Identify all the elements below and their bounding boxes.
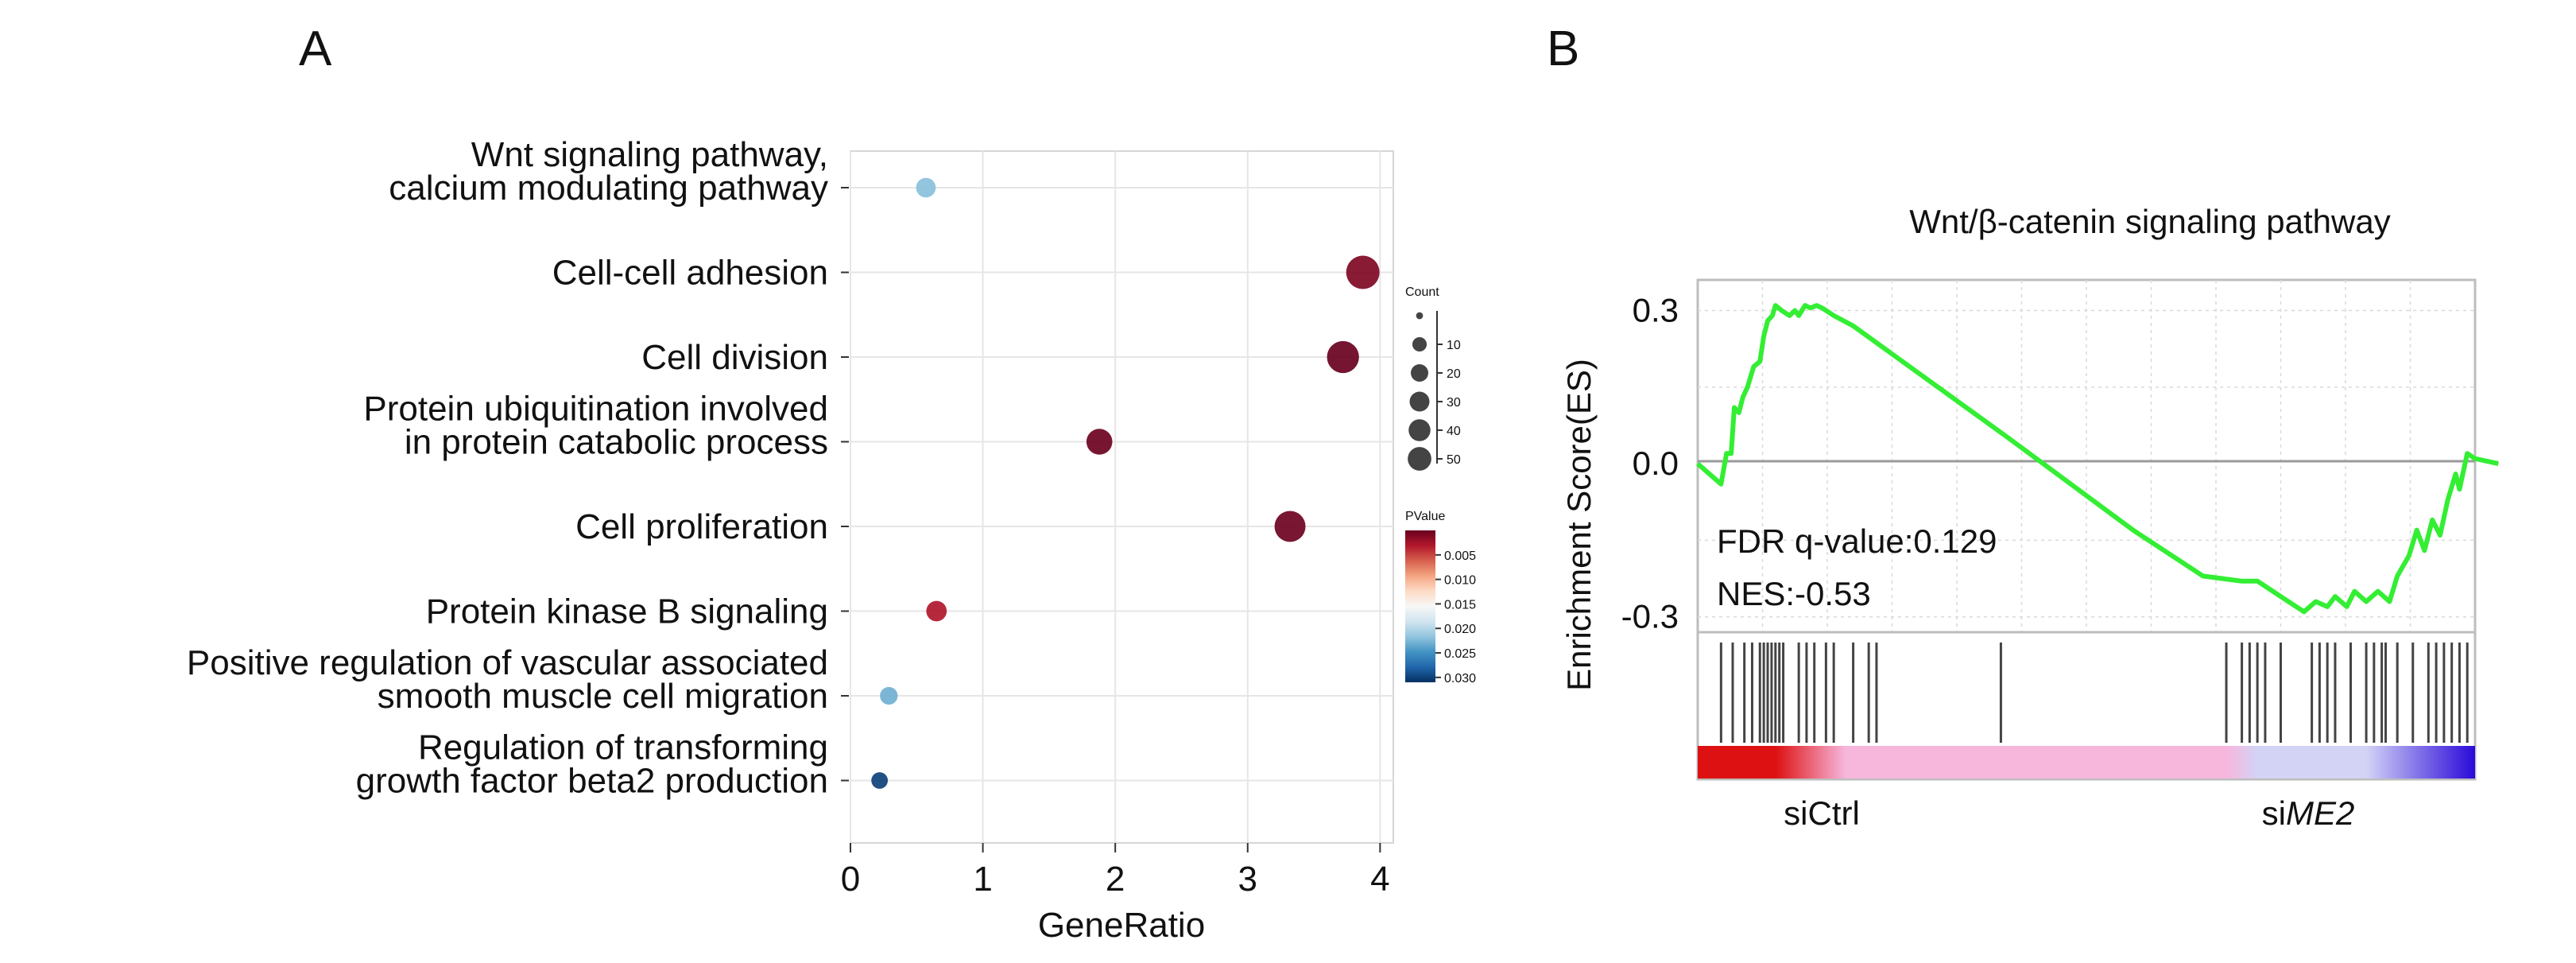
category-label: Cell proliferation (575, 507, 828, 546)
category-label: calcium modulating pathway (389, 169, 828, 208)
go-enrichment-dot-plot: Wnt signaling pathway,calcium modulating… (187, 135, 1476, 945)
category-label: in protein catabolic process (405, 423, 828, 462)
pvalue-legend-label: 0.030 (1444, 672, 1476, 685)
category-label: Cell division (641, 338, 828, 377)
rank-label-prefix: si (2262, 794, 2286, 832)
x-tick-label: 1 (973, 860, 992, 899)
count-legend-label: 10 (1447, 339, 1461, 352)
count-legend-dot (1411, 364, 1428, 382)
panel-a-letter: A (299, 21, 332, 76)
category-label: growth factor beta2 production (356, 762, 828, 801)
running-enrichment-score-line (1696, 303, 2499, 615)
x-tick-label: 0 (841, 860, 860, 899)
x-axis-label: GeneRatio (1038, 906, 1205, 945)
nes-annotation: NES:-0.53 (1717, 575, 1871, 612)
rank-label-gene: ME2 (2286, 794, 2354, 832)
pvalue-legend-label: 0.010 (1444, 574, 1476, 588)
enrichment-dot (926, 600, 947, 622)
gene-hit-barcode (1719, 643, 2469, 743)
fdr-annotation: FDR q-value:0.129 (1717, 522, 1997, 560)
y-axis-label: Enrichment Score(ES) (1560, 359, 1598, 691)
count-legend-dot (1408, 447, 1431, 471)
category-labels: Wnt signaling pathway,calcium modulating… (187, 135, 849, 801)
count-size-legend: Count 10 20 30 40 50 (1405, 285, 1461, 471)
plot-a-frame (850, 150, 1394, 844)
es-plot-gridlines (1698, 280, 2475, 632)
count-legend-label: 40 (1447, 425, 1461, 438)
count-legend-dot (1416, 312, 1424, 320)
enrichment-dot (1327, 340, 1359, 374)
ranked-list-color-bar (1698, 746, 2475, 779)
gsea-title: Wnt/β-catenin signaling pathway (1909, 203, 2390, 240)
x-axis-ticks: 0 1 2 3 4 (841, 843, 1390, 899)
count-legend-dot (1408, 419, 1431, 441)
category-label: Regulation of transforming (418, 728, 828, 767)
enrichment-dot (871, 772, 889, 789)
y-tick-label: 0.0 (1633, 445, 1679, 482)
enrichment-dot (1086, 429, 1113, 455)
x-tick-label: 2 (1106, 860, 1125, 899)
pvalue-legend-label: 0.020 (1444, 623, 1476, 636)
category-label: Protein kinase B signaling (426, 592, 828, 631)
pvalue-legend-label: 0.015 (1444, 598, 1476, 612)
count-legend-dot (1409, 391, 1430, 412)
category-label: smooth muscle cell migration (378, 677, 828, 716)
dot-series (871, 177, 1380, 789)
enrichment-dot (916, 177, 936, 198)
enrichment-dot (1346, 255, 1380, 289)
count-legend-label: 20 (1447, 367, 1461, 381)
pvalue-colorbar (1405, 530, 1435, 682)
count-legend-title: Count (1405, 285, 1439, 299)
enrichment-dot (880, 686, 898, 705)
x-tick-label: 3 (1238, 860, 1257, 899)
count-legend-label: 30 (1447, 396, 1461, 410)
pvalue-legend-title: PValue (1405, 510, 1446, 523)
rank-label-sime2: siME2 (2262, 794, 2355, 832)
y-tick-label: -0.3 (1621, 598, 1679, 635)
pvalue-color-legend: PValue 0.005 0.010 0.015 0.020 0.025 0.030 (1405, 510, 1476, 685)
x-tick-label: 4 (1370, 860, 1389, 899)
gsea-enrichment-plot: Wnt/β-catenin signaling pathway Enrichme… (1560, 203, 2499, 832)
category-label: Positive regulation of vascular associat… (187, 643, 828, 682)
pvalue-legend-label: 0.005 (1444, 549, 1476, 563)
pvalue-legend-label: 0.025 (1444, 647, 1476, 661)
y-tick-label: 0.3 (1633, 292, 1679, 329)
enrichment-dot (1274, 511, 1306, 542)
y-axis-ticks: 0.3 0.0 -0.3 (1621, 292, 1679, 635)
category-label: Wnt signaling pathway, (471, 135, 828, 174)
rank-label-sictrl: siCtrl (1784, 794, 1860, 832)
count-legend-dot (1412, 336, 1427, 352)
category-label: Cell-cell adhesion (552, 254, 828, 293)
count-legend-label: 50 (1447, 453, 1461, 467)
panel-b-letter: B (1547, 21, 1579, 76)
category-label: Protein ubiquitination involved (363, 390, 828, 429)
